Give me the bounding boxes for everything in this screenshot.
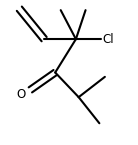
Text: O: O [17, 88, 26, 102]
Text: Cl: Cl [103, 33, 114, 46]
